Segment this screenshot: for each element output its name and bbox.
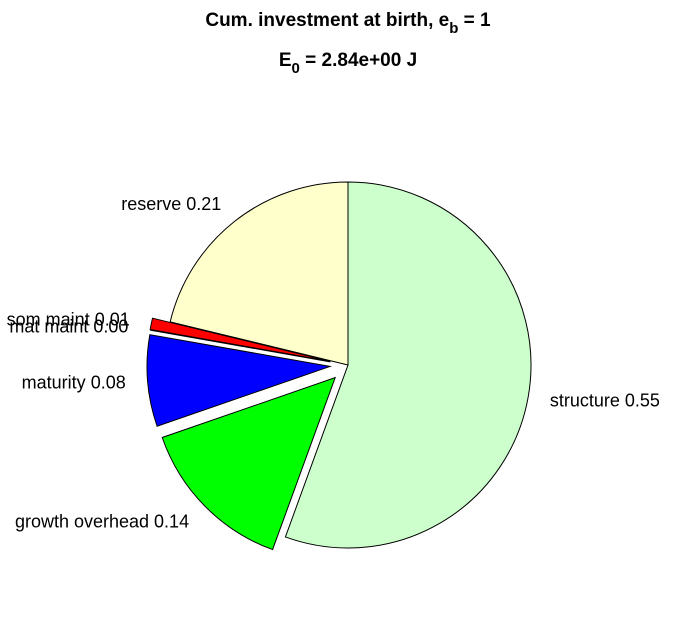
title-part: = 1 xyxy=(458,10,491,31)
pie-slice xyxy=(169,181,349,366)
slice-value: 0.00 xyxy=(93,316,128,336)
slice-label: som maint 0.01 xyxy=(7,309,130,329)
subtitle-part: E xyxy=(279,50,292,71)
pie-slice xyxy=(149,317,331,362)
slice-value: 0.14 xyxy=(154,511,189,531)
slice-name: growth overhead xyxy=(15,511,149,531)
slice-label: maturity 0.08 xyxy=(22,373,126,393)
pie-slice xyxy=(161,376,337,551)
slice-name: mat maint xyxy=(9,316,88,336)
subtitle-part: = 2.84e+00 J xyxy=(300,50,417,71)
slice-label: reserve 0.21 xyxy=(121,194,221,214)
slice-name: som maint xyxy=(7,309,90,329)
chart-title: Cum. investment at birth, eb = 1 xyxy=(205,10,491,37)
chart-subtitle: E0 = 2.84e+00 J xyxy=(279,50,417,77)
slice-value: 0.55 xyxy=(625,391,660,411)
slice-value: 0.21 xyxy=(186,194,221,214)
pie-slice xyxy=(284,181,532,549)
pie-slice xyxy=(146,334,333,427)
slice-name: reserve xyxy=(121,194,181,214)
title-sub: b xyxy=(449,20,458,37)
pie-slice xyxy=(149,329,331,363)
slice-name: structure xyxy=(550,391,620,411)
slice-label: growth overhead 0.14 xyxy=(15,511,189,531)
title-part: Cum. investment at birth, e xyxy=(205,10,449,31)
slice-label: structure 0.55 xyxy=(550,391,660,411)
slice-value: 0.08 xyxy=(91,373,126,393)
subtitle-sub: 0 xyxy=(292,60,300,77)
slice-label: mat maint 0.00 xyxy=(9,316,128,336)
slice-value: 0.01 xyxy=(95,309,130,329)
slice-name: maturity xyxy=(22,373,86,393)
